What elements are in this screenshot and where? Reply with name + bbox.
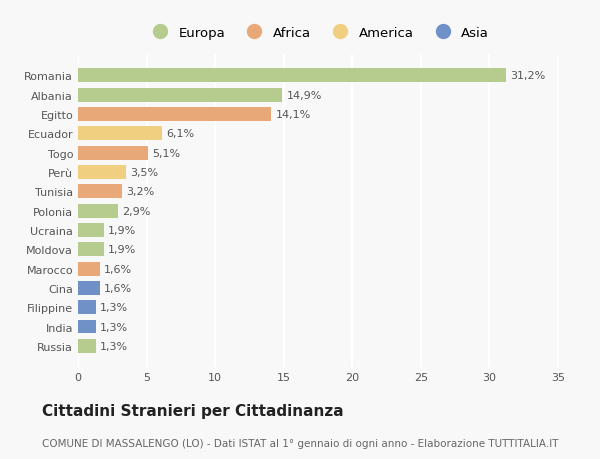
Text: 3,2%: 3,2% [126, 187, 154, 197]
Text: 1,3%: 1,3% [100, 302, 128, 313]
Text: 14,1%: 14,1% [275, 110, 311, 120]
Bar [78, 339, 96, 353]
Text: 14,9%: 14,9% [286, 90, 322, 101]
Bar [78, 127, 161, 141]
Bar [78, 243, 104, 257]
Text: 1,3%: 1,3% [100, 322, 128, 332]
Bar [78, 185, 122, 199]
Text: 1,3%: 1,3% [100, 341, 128, 351]
Text: Cittadini Stranieri per Cittadinanza: Cittadini Stranieri per Cittadinanza [42, 403, 344, 419]
Bar [78, 69, 506, 83]
Bar [78, 281, 100, 295]
Text: 1,6%: 1,6% [104, 283, 132, 293]
Text: 31,2%: 31,2% [510, 71, 545, 81]
Bar [78, 166, 126, 179]
Text: 6,1%: 6,1% [166, 129, 194, 139]
Bar [78, 320, 96, 334]
Text: 1,9%: 1,9% [108, 245, 136, 255]
Bar [78, 204, 118, 218]
Text: 3,5%: 3,5% [130, 168, 158, 178]
Bar [78, 224, 104, 237]
Bar [78, 108, 271, 122]
Bar [78, 262, 100, 276]
Bar [78, 146, 148, 160]
Legend: Europa, Africa, America, Asia: Europa, Africa, America, Asia [145, 24, 491, 42]
Text: 1,9%: 1,9% [108, 225, 136, 235]
Bar [78, 301, 96, 314]
Text: 1,6%: 1,6% [104, 264, 132, 274]
Text: 5,1%: 5,1% [152, 148, 180, 158]
Text: COMUNE DI MASSALENGO (LO) - Dati ISTAT al 1° gennaio di ogni anno - Elaborazione: COMUNE DI MASSALENGO (LO) - Dati ISTAT a… [42, 438, 559, 448]
Text: 2,9%: 2,9% [122, 206, 150, 216]
Bar [78, 89, 283, 102]
